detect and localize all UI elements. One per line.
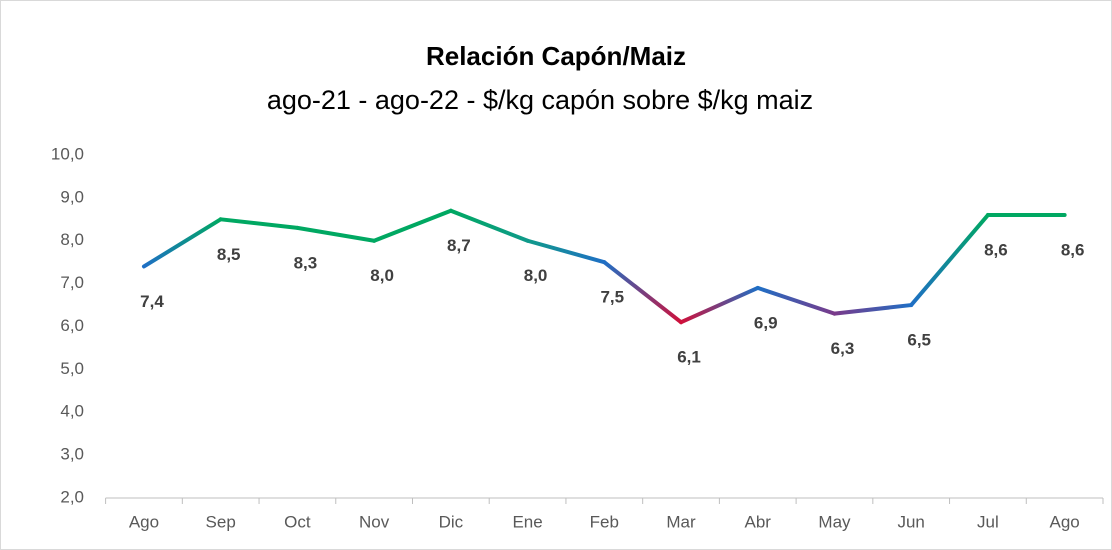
x-tick-label: May xyxy=(818,512,851,531)
x-tick-label: Dic xyxy=(439,512,464,531)
line-segment xyxy=(295,225,377,243)
chart-title: Relación Capón/Maiz xyxy=(426,41,686,71)
data-label: 8,6 xyxy=(984,241,1008,260)
y-tick-label: 6,0 xyxy=(60,316,84,335)
data-label: 6,3 xyxy=(831,339,855,358)
data-label: 8,0 xyxy=(524,266,548,285)
line-segment xyxy=(218,217,300,230)
data-label: 7,4 xyxy=(140,292,164,311)
x-tick-label: Feb xyxy=(590,512,619,531)
data-label: 8,5 xyxy=(217,245,241,264)
data-label: 8,6 xyxy=(1061,241,1085,260)
y-tick-label: 3,0 xyxy=(60,445,84,464)
x-tick-label: Jun xyxy=(897,512,924,531)
line-segment xyxy=(525,238,607,265)
chart-subtitle: ago-21 - ago-22 - $/kg capón sobre $/kg … xyxy=(267,85,813,115)
line-segment xyxy=(755,285,837,316)
data-label: 6,5 xyxy=(907,331,931,350)
line-segment xyxy=(679,285,760,325)
data-label: 6,9 xyxy=(754,313,778,332)
y-tick-label: 8,0 xyxy=(60,230,84,249)
x-tick-label: Abr xyxy=(745,512,772,531)
line-segment xyxy=(602,260,684,325)
data-label: 6,1 xyxy=(677,348,701,367)
data-label: 8,0 xyxy=(370,266,394,285)
x-tick-label: Ago xyxy=(1050,512,1080,531)
x-tick-label: Oct xyxy=(284,512,311,531)
data-label: 7,5 xyxy=(600,288,624,307)
y-tick-label: 10,0 xyxy=(51,144,84,163)
x-tick-label: Ene xyxy=(512,512,542,531)
y-tick-label: 7,0 xyxy=(60,273,84,292)
line-segment xyxy=(448,208,530,243)
x-tick-label: Ago xyxy=(129,512,159,531)
y-tick-label: 4,0 xyxy=(60,402,84,421)
line-segment xyxy=(372,208,453,243)
x-tick-label: Mar xyxy=(666,512,696,531)
y-tick-label: 2,0 xyxy=(60,487,84,506)
data-label: 8,7 xyxy=(447,236,471,255)
y-tick-label: 5,0 xyxy=(60,359,84,378)
x-tick-label: Jul xyxy=(977,512,999,531)
line-segment xyxy=(141,217,223,269)
data-label: 8,3 xyxy=(294,253,318,272)
line-segment xyxy=(832,303,914,316)
x-tick-label: Sep xyxy=(206,512,236,531)
y-tick-label: 9,0 xyxy=(60,187,84,206)
x-tick-label: Nov xyxy=(359,512,390,531)
line-segment xyxy=(909,213,990,308)
